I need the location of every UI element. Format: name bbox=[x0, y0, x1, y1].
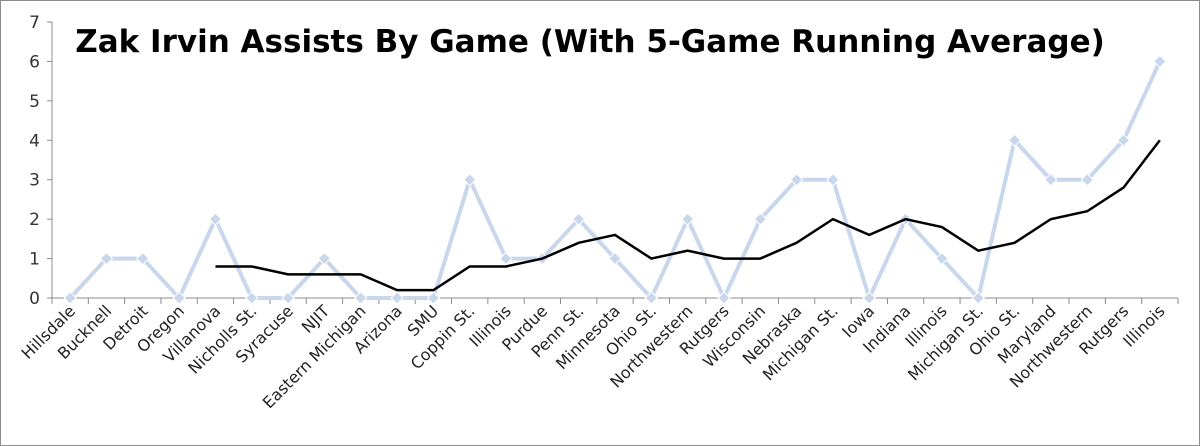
data-point-marker bbox=[426, 291, 441, 305]
y-tick-label: 1 bbox=[29, 250, 40, 270]
data-point-marker bbox=[317, 251, 332, 266]
data-point-marker bbox=[717, 291, 731, 305]
data-point-marker bbox=[1007, 133, 1022, 147]
data-point-marker bbox=[644, 291, 659, 305]
y-tick-label: 4 bbox=[29, 131, 40, 151]
data-point-marker bbox=[245, 291, 259, 305]
data-point-marker bbox=[99, 251, 114, 266]
data-point-marker bbox=[680, 212, 695, 226]
data-point-marker bbox=[172, 291, 186, 305]
data-point-marker bbox=[136, 251, 150, 266]
data-point-marker bbox=[499, 251, 513, 266]
data-point-marker bbox=[753, 212, 767, 226]
running-average-line bbox=[215, 139, 1161, 292]
y-tick-label: 7 bbox=[29, 13, 40, 33]
data-point-marker bbox=[1080, 173, 1094, 187]
series-running-average bbox=[215, 139, 1161, 292]
y-tick-label: 3 bbox=[29, 171, 40, 191]
data-point-marker bbox=[1044, 173, 1058, 187]
data-point-marker bbox=[608, 251, 622, 266]
data-point-marker bbox=[862, 291, 876, 305]
y-axis-ticks: 0 1 2 3 4 5 6 7 bbox=[29, 13, 52, 309]
data-point-marker bbox=[571, 212, 586, 226]
data-point-marker bbox=[281, 291, 295, 305]
data-point-marker bbox=[208, 212, 223, 226]
series-layer bbox=[63, 54, 1167, 305]
data-point-marker bbox=[390, 291, 404, 305]
data-point-marker bbox=[971, 291, 985, 305]
data-point-marker bbox=[63, 291, 77, 305]
y-tick-label: 0 bbox=[29, 289, 40, 309]
y-tick-label: 6 bbox=[29, 52, 40, 72]
data-point-marker bbox=[463, 173, 477, 187]
y-tick-label: 2 bbox=[29, 210, 40, 230]
series-game-assists bbox=[63, 54, 1167, 305]
data-point-marker bbox=[789, 173, 804, 187]
data-point-marker bbox=[935, 251, 949, 266]
data-point-marker bbox=[1116, 133, 1131, 147]
y-tick-label: 5 bbox=[29, 92, 40, 112]
data-point-marker bbox=[1153, 54, 1167, 69]
data-point-marker bbox=[354, 291, 368, 305]
chart-title: Zak Irvin Assists By Game (With 5-Game R… bbox=[75, 24, 1105, 60]
data-point-marker bbox=[826, 173, 840, 187]
